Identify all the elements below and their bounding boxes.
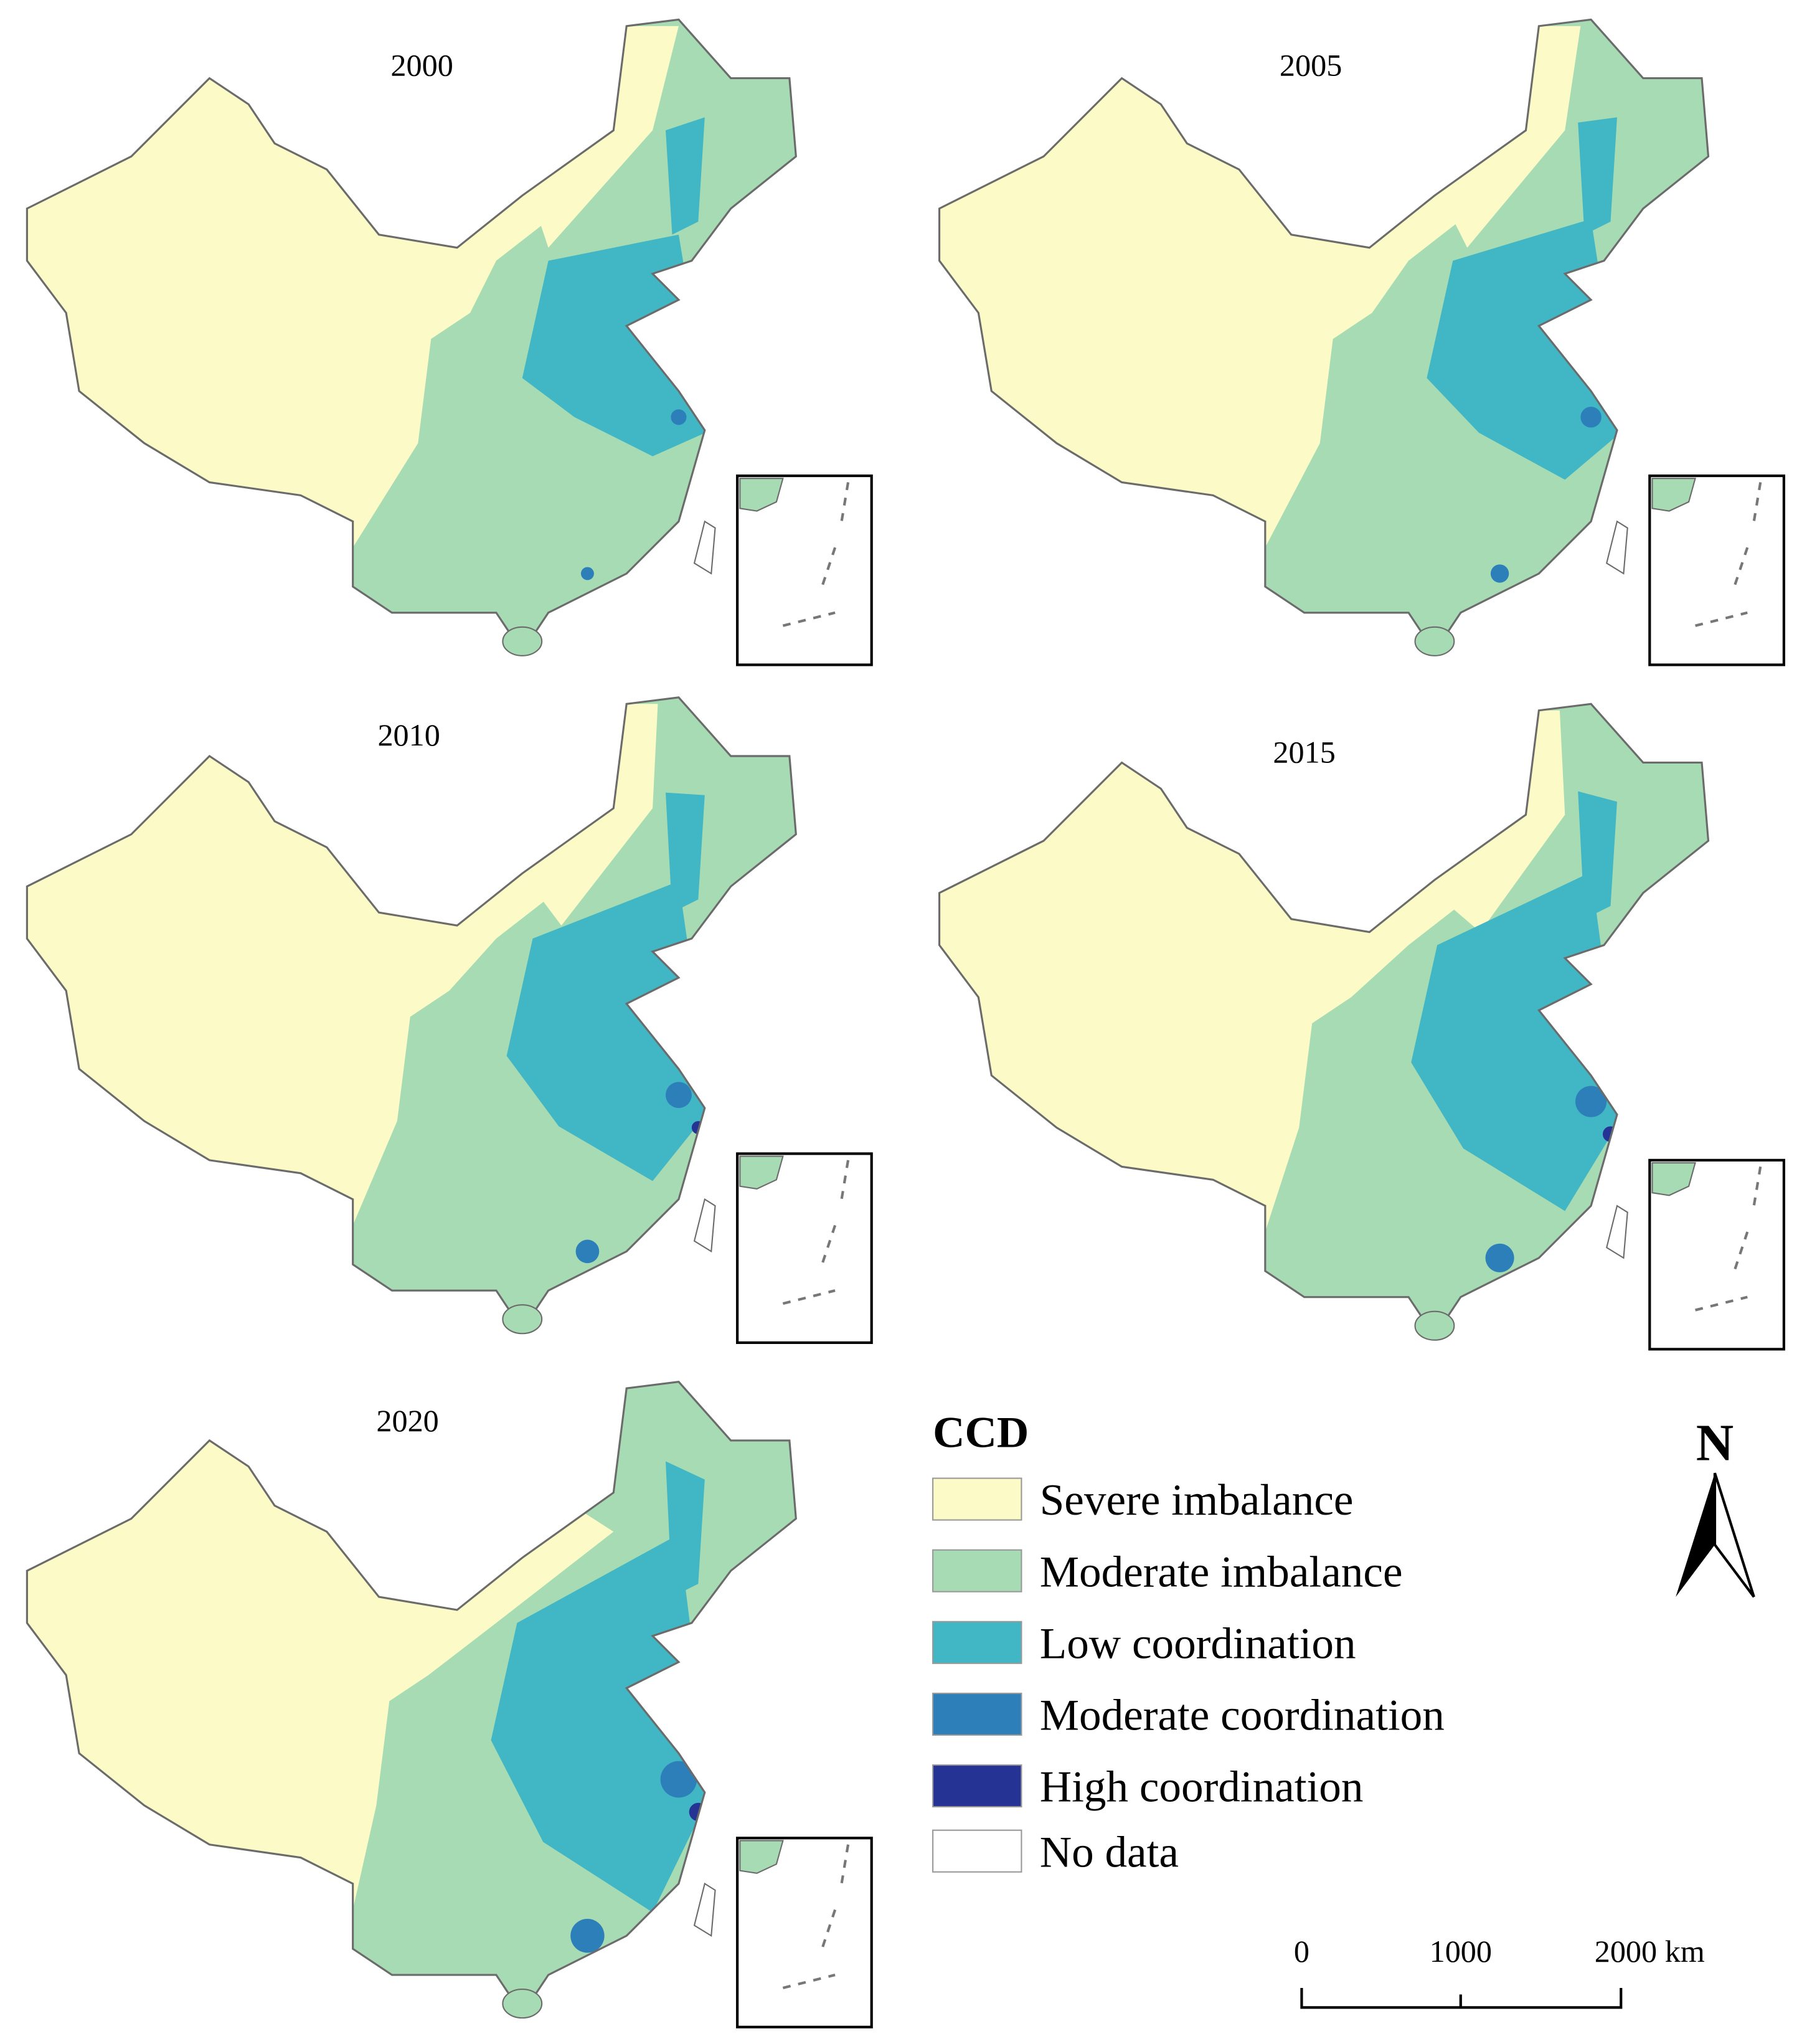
country-outline <box>26 18 797 654</box>
legend-label: Severe imbalance <box>1040 1476 1354 1525</box>
taiwan <box>1606 520 1628 575</box>
legend-swatch <box>932 1621 1022 1664</box>
legend-title: CCD <box>933 1408 1029 1457</box>
scale-line <box>1300 1987 1623 2009</box>
legend: CCD Severe imbalance Moderate imbalance Lo… <box>932 1408 1445 1876</box>
region-moderate-coordination <box>1575 1086 1607 1117</box>
year-label: 2000 <box>390 47 453 82</box>
region-ne-coordination <box>666 1461 705 1597</box>
legend-swatch <box>932 1764 1022 1808</box>
inset-coast <box>1651 478 1696 512</box>
region-moderate-coordination <box>580 567 594 580</box>
inset-coast <box>739 1840 784 1874</box>
inset-coast <box>739 478 784 512</box>
taiwan <box>693 1882 716 1938</box>
region-moderate-coordination <box>666 1082 692 1109</box>
legend-label: No data <box>1040 1828 1179 1876</box>
legend-swatch <box>932 1829 1022 1873</box>
map-panel: 2000 <box>26 18 873 666</box>
country-outline <box>938 18 1710 654</box>
region-ne-coordination <box>1578 117 1617 235</box>
north-arrow-left <box>1676 1473 1715 1597</box>
legend-label: High coordination <box>1040 1763 1364 1812</box>
scale-bar: 0 1000 2000 km <box>1294 1934 1705 2009</box>
inset-islands <box>1695 1166 1762 1312</box>
region-ne-coordination <box>666 117 705 235</box>
inset-islands <box>782 482 850 627</box>
region-moderate-coordination <box>660 1761 697 1798</box>
legend-label: Moderate coordination <box>1040 1692 1445 1740</box>
inset-islands <box>1695 482 1762 627</box>
map-panel: 2015 <box>938 703 1785 1351</box>
country-outline <box>26 696 797 1332</box>
legend-swatch <box>932 1692 1022 1736</box>
hainan <box>502 626 543 656</box>
scale-label: 0 <box>1294 1934 1309 1969</box>
map-panel: 2020 <box>26 1381 873 2028</box>
year-label: 2005 <box>1280 47 1342 82</box>
map-panel: 2010 <box>26 696 873 1344</box>
hainan <box>1414 626 1455 656</box>
year-label: 2015 <box>1273 734 1335 769</box>
region-moderate-coordination <box>1580 407 1602 428</box>
scale-label: 2000 km <box>1595 1934 1705 1969</box>
country-outline <box>26 1381 797 2016</box>
year-label: 2010 <box>377 717 440 752</box>
map-panel: 2005 <box>938 18 1785 666</box>
year-label: 2020 <box>376 1403 438 1438</box>
legend-label: Low coordination <box>1040 1619 1356 1668</box>
region-ne-coordination <box>666 792 705 913</box>
north-arrow: N <box>1676 1414 1755 1598</box>
region-moderate-coordination <box>1490 564 1509 583</box>
region-ne-coordination <box>1578 791 1617 919</box>
inset-coast <box>1651 1162 1696 1196</box>
region-moderate-coordination <box>570 1919 605 1953</box>
inset-coast <box>739 1155 784 1190</box>
region-low-coordination <box>491 1534 712 1913</box>
region-low-coordination <box>522 234 712 457</box>
region-moderate-coordination <box>1485 1243 1514 1272</box>
region-moderate-coordination <box>575 1239 600 1264</box>
scale-label: 1000 <box>1430 1934 1492 1969</box>
hainan <box>1414 1310 1455 1341</box>
north-label: N <box>1696 1414 1734 1472</box>
legend-swatch <box>932 1549 1022 1592</box>
north-arrow-right <box>1713 1472 1755 1598</box>
taiwan <box>693 1198 716 1253</box>
inset-islands <box>782 1844 850 1990</box>
country-outline <box>938 703 1710 1338</box>
legend-swatch <box>932 1477 1022 1521</box>
legend-label: Moderate imbalance <box>1040 1548 1403 1596</box>
hainan <box>502 1989 543 2019</box>
inset-islands <box>782 1160 850 1305</box>
hainan <box>502 1304 543 1335</box>
region-moderate-coordination <box>671 409 687 425</box>
taiwan <box>1606 1204 1628 1259</box>
taiwan <box>693 520 716 575</box>
